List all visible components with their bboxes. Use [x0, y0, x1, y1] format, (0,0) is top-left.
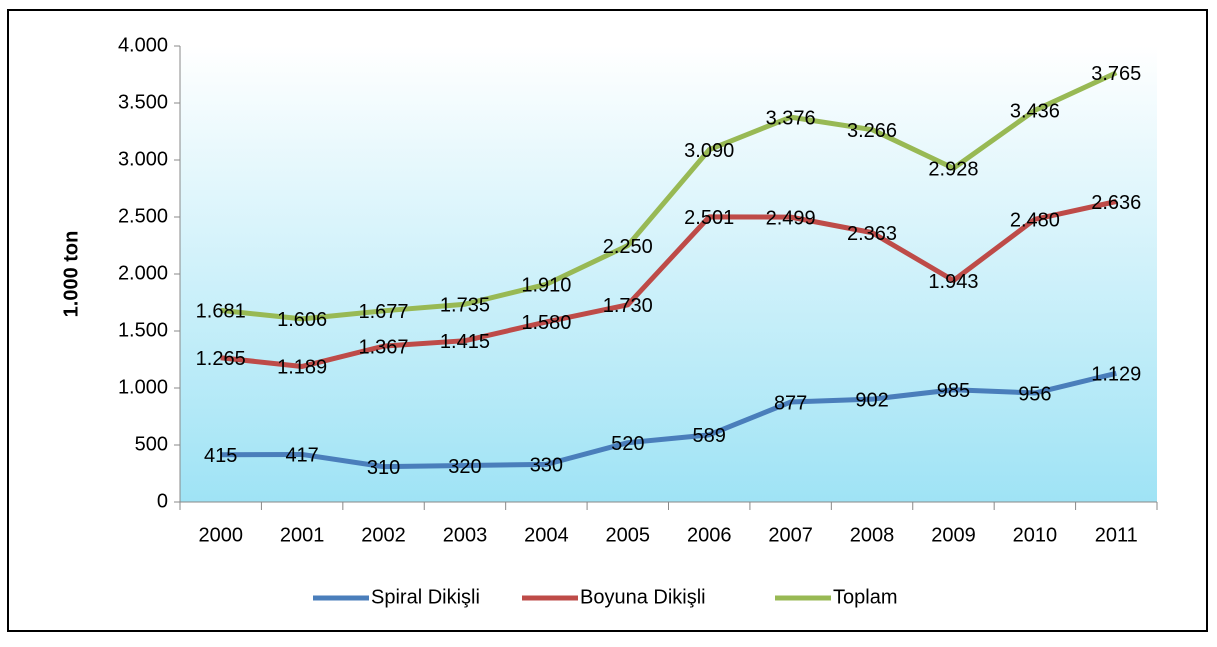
data-label: 2.928 — [928, 158, 978, 180]
legend-label: Toplam — [833, 586, 897, 608]
data-label: 2.250 — [603, 236, 653, 258]
x-tick-label: 2008 — [850, 524, 895, 546]
x-tick-label: 2006 — [687, 524, 732, 546]
y-tick-label: 2.000 — [118, 262, 168, 284]
data-label: 3.266 — [847, 120, 897, 142]
legend-label: Boyuna Dikişli — [580, 586, 706, 608]
x-tick-label: 2001 — [280, 524, 325, 546]
series-line — [220, 199, 1117, 369]
data-label: 1.943 — [928, 271, 978, 293]
y-tick-label: 3.500 — [118, 91, 168, 113]
y-tick-label: 500 — [135, 433, 168, 455]
data-label: 2.636 — [1091, 192, 1141, 214]
data-label: 589 — [693, 425, 726, 447]
data-label: 2.480 — [1010, 210, 1060, 232]
series-line — [220, 370, 1117, 470]
y-tick-label: 1.500 — [118, 319, 168, 341]
y-tick-label: 4.000 — [118, 34, 168, 56]
data-label: 2.499 — [766, 207, 816, 229]
data-label: 1.730 — [603, 295, 653, 317]
y-axis-label: 1.000 ton — [60, 231, 82, 318]
data-label: 1.735 — [440, 294, 490, 316]
x-tick-label: 2002 — [361, 524, 406, 546]
data-label: 1.367 — [359, 336, 409, 358]
data-label: 985 — [937, 380, 970, 402]
data-label: 417 — [285, 445, 318, 467]
data-label: 1.415 — [440, 331, 490, 353]
y-tick-label: 3.000 — [118, 148, 168, 170]
x-tick-label: 2003 — [443, 524, 488, 546]
data-label: 320 — [448, 456, 481, 478]
data-label: 1.580 — [521, 312, 571, 334]
x-tick-label: 2010 — [1013, 524, 1058, 546]
data-label: 902 — [855, 389, 888, 411]
data-label: 1.910 — [521, 275, 571, 297]
x-tick-label: 2005 — [606, 524, 651, 546]
data-label: 330 — [530, 455, 563, 477]
x-tick-label: 2004 — [524, 524, 569, 546]
data-label: 1.129 — [1091, 364, 1141, 386]
data-label: 1.265 — [196, 348, 246, 370]
data-label: 310 — [367, 457, 400, 479]
x-tick-label: 2007 — [768, 524, 813, 546]
data-label: 1.189 — [277, 357, 327, 379]
data-label: 877 — [774, 392, 807, 414]
data-label: 520 — [611, 433, 644, 455]
data-label: 415 — [204, 445, 237, 467]
y-tick-label: 1.000 — [118, 376, 168, 398]
data-label: 1.677 — [359, 301, 409, 323]
x-tick-label: 2011 — [1095, 524, 1138, 546]
data-label: 2.501 — [684, 207, 734, 229]
data-label: 1.606 — [277, 309, 327, 331]
legend-label: Spiral Dikişli — [371, 586, 480, 608]
data-label: 3.765 — [1091, 63, 1141, 85]
y-tick-label: 0 — [157, 490, 168, 512]
data-label: 956 — [1018, 383, 1051, 405]
data-label: 1.681 — [196, 301, 246, 323]
plot-area — [180, 46, 1157, 502]
data-label: 3.376 — [766, 107, 816, 129]
data-label: 3.090 — [684, 140, 734, 162]
x-tick-label: 2009 — [931, 524, 976, 546]
y-tick-label: 2.500 — [118, 205, 168, 227]
series-line — [220, 70, 1118, 322]
data-label: 3.436 — [1010, 101, 1060, 123]
x-tick-label: 2000 — [198, 524, 243, 546]
data-label: 2.363 — [847, 223, 897, 245]
